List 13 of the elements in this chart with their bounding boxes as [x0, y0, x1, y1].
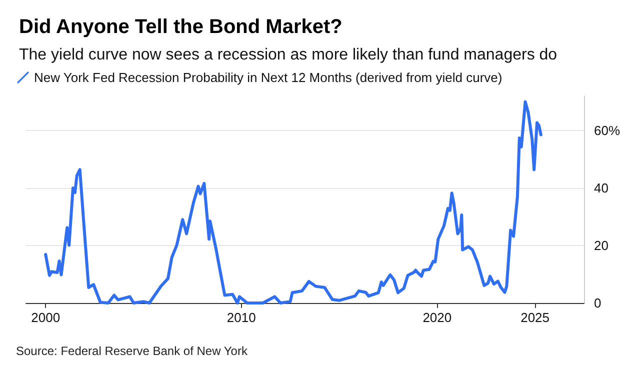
source-note: Source: Federal Reserve Bank of New York	[16, 344, 248, 358]
y-tick-label: 20	[594, 238, 608, 253]
y-tick-label: 40	[594, 180, 608, 196]
line-series	[44, 100, 542, 304]
x-tick-label: 2000	[31, 310, 60, 325]
chart-subtitle: The yield curve now sees a recession as more likely than fund managers do	[19, 46, 558, 64]
x-tick-label: 2010	[226, 310, 256, 325]
x-tick-label: 2025	[520, 310, 550, 325]
legend-label: New York Fed Recession Probability in Next 12 Months (derived from yield curve)	[34, 70, 502, 85]
x-tick-label: 2020	[422, 310, 452, 325]
y-tick-label: 0	[594, 296, 602, 310]
chart-title: Did Anyone Tell the Bond Market?	[19, 16, 342, 38]
y-tick-label: 60%	[594, 123, 620, 138]
